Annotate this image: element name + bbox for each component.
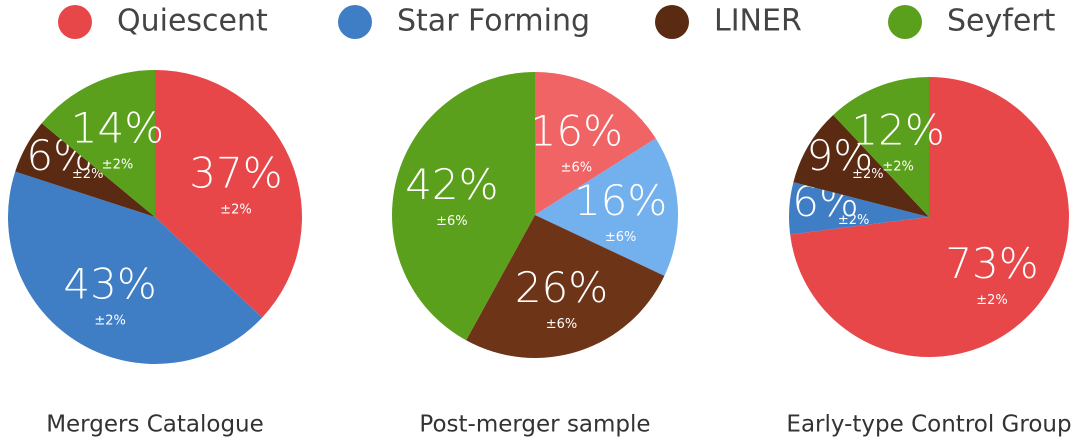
pie-slice	[466, 215, 665, 359]
error-label: ±6%	[546, 317, 578, 332]
error-label: ±2%	[976, 293, 1008, 308]
error-label: ±2%	[102, 158, 134, 173]
error-label: ±6%	[605, 230, 637, 245]
value-label: 14%	[71, 104, 164, 153]
legend-label: Star Forming	[397, 4, 590, 39]
value-label: 42%	[405, 160, 498, 209]
pie-slice	[15, 123, 156, 217]
pie-slice	[793, 114, 929, 217]
pie-slice	[833, 77, 929, 217]
pie-slice	[155, 70, 302, 318]
error-label: ±2%	[882, 159, 914, 174]
legend-swatch	[888, 5, 922, 39]
value-label: 12%	[851, 105, 944, 154]
value-label: 16%	[530, 106, 623, 155]
pie-slice	[41, 70, 155, 217]
value-label: 43%	[63, 259, 156, 308]
error-label: ±6%	[561, 160, 593, 175]
chart-title: Mergers Catalogue	[46, 412, 264, 438]
pie-slice	[535, 72, 656, 215]
value-label: 26%	[515, 263, 608, 312]
value-label: 37%	[189, 148, 282, 197]
error-label: ±2%	[72, 167, 104, 182]
pie-slice	[789, 182, 929, 235]
pie-slice	[790, 77, 1069, 358]
error-label: ±2%	[852, 167, 884, 182]
value-label: 73%	[945, 239, 1038, 288]
legend-swatch	[655, 5, 689, 39]
error-label: ±2%	[838, 213, 870, 228]
legend-swatch	[338, 5, 372, 39]
error-label: ±2%	[94, 313, 126, 328]
pie-slice	[392, 72, 535, 341]
pie-slice	[535, 138, 678, 276]
legend-swatch	[58, 5, 92, 39]
chart-title: Early-type Control Group	[786, 412, 1071, 438]
legend-label: LINER	[714, 4, 802, 39]
error-label: ±6%	[436, 214, 468, 229]
legend-label: Seyfert	[947, 4, 1056, 39]
pie-slice	[8, 171, 263, 364]
error-label: ±2%	[220, 202, 252, 217]
value-label: 16%	[574, 176, 667, 225]
chart-title: Post-merger sample	[419, 412, 650, 438]
legend-label: Quiescent	[117, 4, 268, 39]
